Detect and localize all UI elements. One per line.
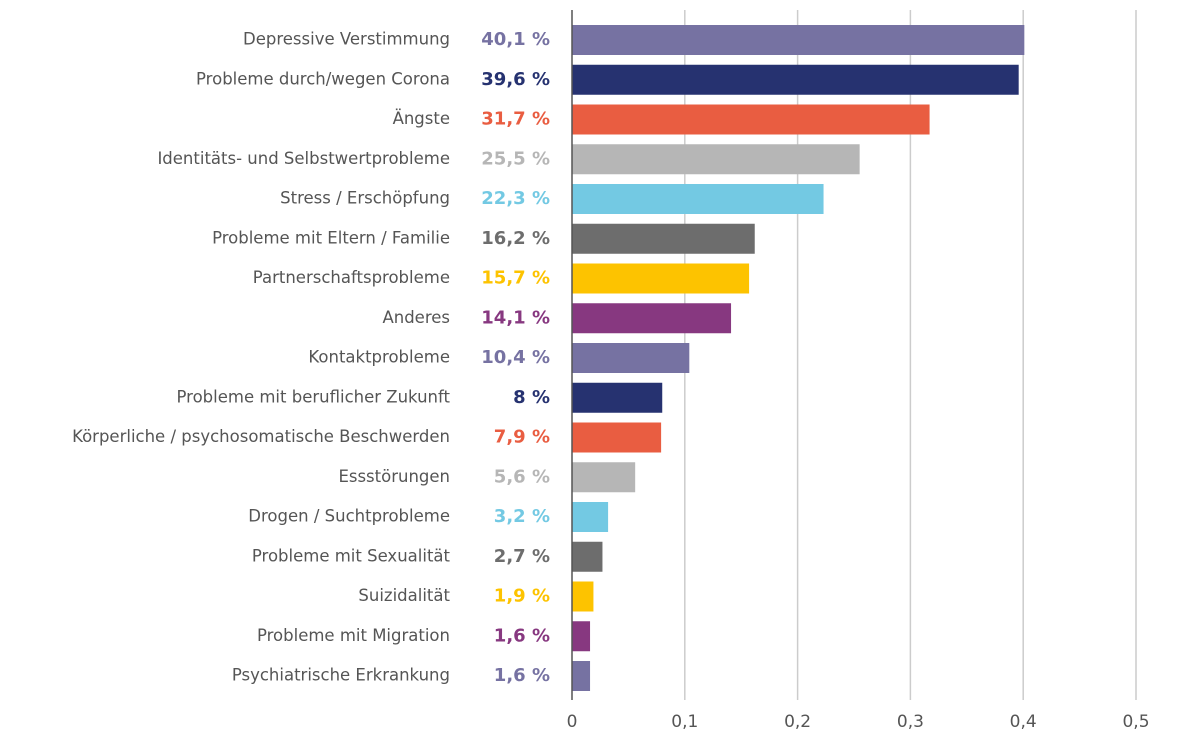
category-label: Psychiatrische Erkrankung	[232, 666, 450, 685]
bar	[572, 144, 860, 175]
bar	[572, 25, 1025, 55]
bar	[572, 502, 609, 532]
value-label: 8 %	[513, 387, 550, 408]
value-label: 31,7 %	[481, 109, 550, 130]
value-label: 1,9 %	[494, 586, 550, 607]
category-label: Probleme mit Migration	[257, 626, 450, 645]
bar	[572, 462, 636, 493]
category-label: Anderes	[382, 308, 450, 327]
x-tick-label: 0,3	[897, 712, 924, 732]
bar	[572, 581, 594, 612]
category-label: Depressive Verstimmung	[243, 30, 450, 49]
category-label: Kontaktprobleme	[308, 348, 450, 367]
category-label: Probleme mit Sexualität	[252, 546, 451, 565]
x-tick-label: 0,1	[671, 712, 698, 732]
category-label: Ängste	[393, 109, 450, 128]
category-label: Suizidalität	[358, 586, 450, 605]
value-label: 40,1 %	[481, 29, 550, 50]
value-label: 15,7 %	[481, 268, 550, 289]
x-tick-label: 0,2	[784, 712, 811, 732]
value-label: 5,6 %	[494, 466, 550, 487]
bar	[572, 263, 750, 294]
bar	[572, 382, 663, 413]
category-label: Essstörungen	[338, 467, 450, 486]
value-label: 7,9 %	[494, 427, 550, 448]
bar	[572, 541, 603, 572]
value-label: 14,1 %	[481, 307, 550, 328]
bar	[572, 661, 591, 691]
value-label: 16,2 %	[481, 228, 550, 249]
x-tick-label: 0	[567, 712, 578, 732]
value-label: 22,3 %	[481, 188, 550, 209]
bar	[572, 184, 824, 214]
category-label: Probleme mit beruflicher Zukunft	[177, 387, 451, 406]
bar	[572, 422, 662, 453]
category-label: Partnerschaftsprobleme	[253, 268, 450, 287]
value-label: 1,6 %	[494, 625, 550, 646]
category-label: Drogen / Suchtprobleme	[248, 507, 450, 526]
bar	[572, 104, 930, 135]
value-label: 10,4 %	[481, 347, 550, 368]
bar	[572, 223, 755, 254]
value-label: 2,7 %	[494, 546, 550, 567]
category-label: Körperliche / psychosomatische Beschwerd…	[72, 427, 450, 446]
value-label: 1,6 %	[494, 665, 550, 686]
category-label: Probleme mit Eltern / Familie	[212, 228, 450, 247]
value-label: 39,6 %	[481, 69, 550, 90]
category-label: Identitäts- und Selbstwertprobleme	[157, 149, 450, 168]
category-label: Stress / Erschöpfung	[280, 189, 450, 208]
x-tick-label: 0,5	[1122, 712, 1149, 732]
bar	[572, 303, 732, 334]
value-label: 25,5 %	[481, 148, 550, 169]
bar	[572, 343, 690, 373]
x-tick-label: 0,4	[1010, 712, 1037, 732]
bar	[572, 621, 591, 652]
value-label: 3,2 %	[494, 506, 550, 527]
category-label: Probleme durch/wegen Corona	[196, 69, 450, 88]
bar	[572, 64, 1019, 95]
